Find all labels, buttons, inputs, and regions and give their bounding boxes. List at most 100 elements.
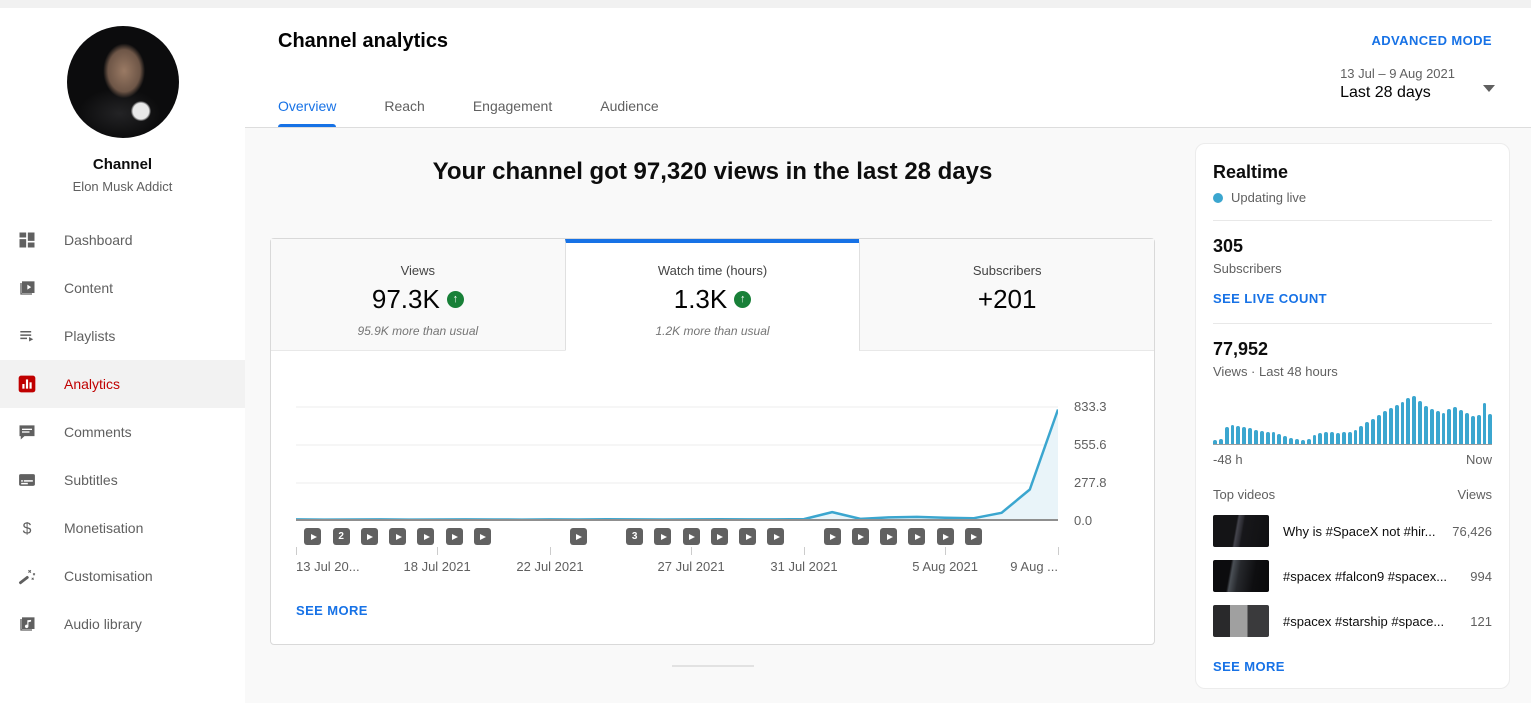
subtitles-icon xyxy=(17,470,37,490)
video-views: 994 xyxy=(1470,568,1492,584)
customisation-icon xyxy=(17,566,37,586)
video-marker-icon[interactable] xyxy=(739,528,757,545)
realtime-bar xyxy=(1289,438,1294,444)
play-icon xyxy=(773,533,780,540)
video-marker-icon[interactable] xyxy=(908,528,926,545)
video-marker-icon[interactable]: 2 xyxy=(332,528,350,545)
video-marker-icon[interactable] xyxy=(473,528,491,545)
metric-tab-subscribers[interactable]: Subscribers +201 xyxy=(859,239,1155,351)
sparkline-axis-labels: -48 h Now xyxy=(1213,452,1492,467)
see-more-link[interactable]: SEE MORE xyxy=(296,603,368,618)
metric-note: 95.9K more than usual xyxy=(357,324,479,338)
top-video-row[interactable]: #spacex #starship #space... 121 xyxy=(1213,605,1492,637)
video-marker-icon[interactable] xyxy=(445,528,463,545)
video-marker-icon[interactable] xyxy=(880,528,898,545)
play-icon xyxy=(480,533,487,540)
y-tick-label: 277.8 xyxy=(1074,474,1107,490)
x-tick-label: 18 Jul 2021 xyxy=(403,559,471,574)
video-marker-icon[interactable] xyxy=(654,528,672,545)
realtime-bar xyxy=(1435,411,1440,444)
realtime-bar xyxy=(1318,433,1323,444)
realtime-views-sparkline xyxy=(1213,395,1493,445)
content-icon xyxy=(17,278,37,298)
video-count-badge: 2 xyxy=(338,531,344,542)
video-marker-icon[interactable] xyxy=(569,528,587,545)
x-tick-label: 31 Jul 2021 xyxy=(770,559,838,574)
realtime-subscriber-count: 305 xyxy=(1213,236,1244,256)
x-tick-label: 27 Jul 2021 xyxy=(657,559,725,574)
video-thumbnail xyxy=(1213,515,1269,547)
video-views: 76,426 xyxy=(1452,523,1492,539)
realtime-bar xyxy=(1464,413,1469,444)
realtime-subscribers-label: Subscribers xyxy=(1213,261,1282,276)
date-range-picker[interactable]: 13 Jul – 9 Aug 2021 Last 28 days xyxy=(1340,66,1495,102)
tab-label: Overview xyxy=(278,98,337,114)
video-marker-icon[interactable] xyxy=(767,528,785,545)
metric-note: 1.2K more than usual xyxy=(655,324,770,338)
realtime-bar xyxy=(1400,401,1405,444)
tab-audience[interactable]: Audience xyxy=(600,98,658,127)
realtime-card: Realtime Updating live 305 Subscribers S… xyxy=(1195,143,1510,689)
watch-time-line xyxy=(296,409,1058,521)
tab-engagement[interactable]: Engagement xyxy=(473,98,552,127)
sidebar-item-content[interactable]: Content xyxy=(0,264,245,312)
video-marker-icon[interactable] xyxy=(417,528,435,545)
video-marker-icon[interactable] xyxy=(823,528,841,545)
realtime-see-more-link[interactable]: SEE MORE xyxy=(1213,659,1285,674)
video-marker-icon[interactable]: 3 xyxy=(626,528,644,545)
metric-value: 97.3K xyxy=(371,284,440,314)
page-title: Channel analytics xyxy=(278,30,449,52)
sidebar-item-label: Dashboard xyxy=(64,232,133,248)
advanced-mode-link[interactable]: ADVANCED MODE xyxy=(1371,33,1492,48)
metric-tab-watch-time[interactable]: Watch time (hours) 1.3K ↑ 1.2K more than… xyxy=(564,239,860,351)
x-tick-mark xyxy=(691,547,693,555)
video-marker-icon[interactable] xyxy=(682,528,700,545)
video-marker-icon[interactable] xyxy=(964,528,982,545)
audio-library-icon xyxy=(17,614,37,634)
x-tick-mark xyxy=(945,547,947,555)
comments-icon xyxy=(17,422,37,442)
realtime-bar xyxy=(1482,403,1487,444)
channel-avatar[interactable] xyxy=(66,26,179,138)
realtime-bar xyxy=(1382,411,1387,444)
sidebar-item-playlists[interactable]: Playlists xyxy=(0,312,245,360)
tab-reach[interactable]: Reach xyxy=(384,98,424,127)
play-icon xyxy=(576,533,583,540)
metric-value: +201 xyxy=(977,284,1037,314)
play-icon xyxy=(689,533,696,540)
sidebar-item-label: Analytics xyxy=(64,376,121,392)
metric-tab-views[interactable]: Views 97.3K ↑ 95.9K more than usual xyxy=(271,239,565,351)
sidebar-item-monetisation[interactable]: $ Monetisation xyxy=(0,504,245,552)
tab-overview[interactable]: Overview xyxy=(278,98,337,127)
video-thumbnail xyxy=(1213,560,1269,592)
video-marker-icon[interactable] xyxy=(710,528,728,545)
play-icon xyxy=(830,533,837,540)
sidebar-item-subtitles[interactable]: Subtitles xyxy=(0,456,245,504)
sidebar-item-comments[interactable]: Comments xyxy=(0,408,245,456)
video-marker-icon[interactable] xyxy=(936,528,954,545)
realtime-bar xyxy=(1271,432,1276,444)
sidebar-item-analytics[interactable]: Analytics xyxy=(0,360,245,408)
top-videos-label: Top videos xyxy=(1213,487,1276,502)
sidebar-item-audio-library[interactable]: Audio library xyxy=(0,600,245,648)
sidebar: Channel Elon Musk Addict Dashboard Conte… xyxy=(0,8,245,703)
video-marker-icon[interactable] xyxy=(851,528,869,545)
video-marker-icon[interactable] xyxy=(389,528,407,545)
next-card-divider xyxy=(672,665,754,667)
views-column-label: Views xyxy=(1457,487,1492,502)
monetisation-icon: $ xyxy=(17,518,37,538)
play-icon xyxy=(858,533,865,540)
see-live-count-link[interactable]: SEE LIVE COUNT xyxy=(1213,291,1327,306)
main-area: Channel analytics ADVANCED MODE Overview… xyxy=(245,8,1531,703)
tab-label: Reach xyxy=(384,98,425,114)
sidebar-item-customisation[interactable]: Customisation xyxy=(0,552,245,600)
realtime-bar xyxy=(1388,408,1393,444)
sidebar-item-dashboard[interactable]: Dashboard xyxy=(0,216,245,264)
top-video-row[interactable]: #spacex #falcon9 #spacex... 994 xyxy=(1213,560,1492,592)
video-marker-icon[interactable] xyxy=(304,528,322,545)
play-icon xyxy=(717,533,724,540)
top-video-row[interactable]: Why is #SpaceX not #hir... 76,426 xyxy=(1213,515,1492,547)
date-lines: 13 Jul – 9 Aug 2021 Last 28 days xyxy=(1340,66,1455,102)
video-count-badge: 3 xyxy=(631,531,638,542)
video-marker-icon[interactable] xyxy=(360,528,378,545)
